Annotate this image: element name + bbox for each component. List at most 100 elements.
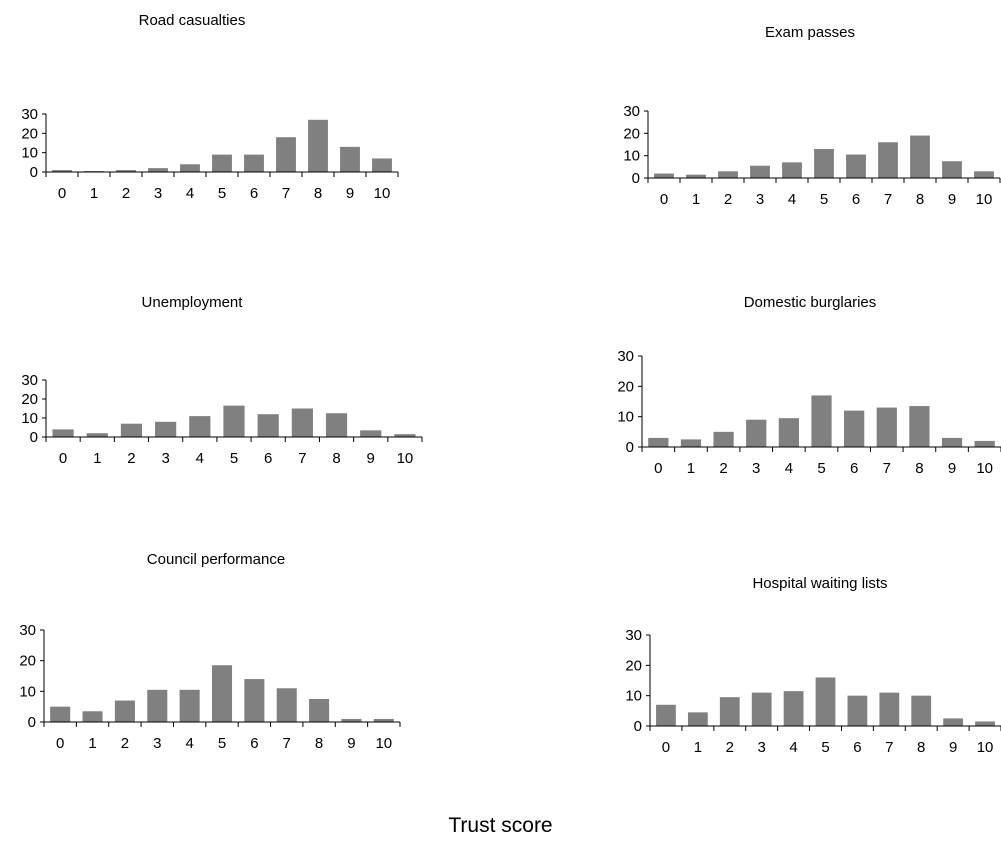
bar: [147, 689, 168, 722]
x-tick-label: 1: [88, 735, 96, 752]
chart-title: Council performance: [146, 551, 286, 568]
y-tick-label: 20: [617, 378, 634, 395]
x-tick-label: 5: [820, 191, 828, 208]
x-tick-label: 5: [218, 735, 226, 752]
x-tick-label: 7: [883, 460, 891, 477]
bar: [394, 434, 416, 437]
x-tick-label: 4: [789, 739, 797, 756]
x-tick-label: 2: [719, 460, 727, 477]
bar: [847, 695, 868, 726]
y-tick-label: 30: [617, 348, 634, 365]
bar: [120, 423, 143, 437]
x-tick-label: 3: [756, 191, 764, 208]
bar: [373, 718, 394, 722]
bar: [680, 439, 702, 447]
x-tick-label: 6: [264, 450, 272, 467]
bar: [975, 721, 995, 726]
bar: [778, 418, 799, 447]
y-tick-label: 30: [21, 372, 38, 389]
x-tick-label: 2: [122, 185, 130, 202]
x-tick-label: 9: [948, 460, 956, 477]
bar: [211, 665, 233, 722]
x-tick-label: 7: [282, 185, 290, 202]
x-tick-label: 10: [977, 739, 994, 756]
x-tick-label: 0: [59, 450, 67, 467]
bar-chart: 0 10 20 30 0 1 2 3 4 5 6 7 8 9 10: [21, 372, 423, 467]
bar-chart: 0 10 20 30 0 1 2 3 4 5 6 7 8 9 10: [617, 348, 1001, 477]
x-tick-label: 7: [298, 450, 306, 467]
bar-chart: 0 10 20 30 0 1 2 3 4 5 6 7 8 9 10: [21, 106, 399, 202]
bar: [82, 711, 103, 722]
bar: [654, 173, 674, 178]
bar: [844, 410, 865, 447]
bar: [212, 154, 232, 172]
y-tick-label: 20: [19, 653, 36, 670]
x-tick-label: 7: [884, 191, 892, 208]
bar: [719, 697, 740, 726]
bar: [718, 171, 738, 178]
bar-chart: 0 10 20 30 0 1 2 3 4 5 6 7 8 9 10: [623, 103, 1001, 208]
bar: [291, 408, 313, 437]
y-tick-label: 0: [634, 718, 642, 735]
bar: [180, 164, 200, 172]
bar: [52, 170, 72, 172]
chart-title: Domestic burglaries: [743, 294, 877, 311]
bar: [750, 165, 770, 178]
x-tick-label: 8: [915, 460, 923, 477]
bar: [687, 712, 708, 726]
bar: [814, 148, 834, 178]
x-tick-label: 10: [397, 450, 414, 467]
x-tick-label: 0: [58, 185, 66, 202]
chart-title: Unemployment: [141, 294, 243, 311]
bar: [309, 699, 330, 722]
x-tick-label: 3: [161, 450, 169, 467]
bar: [244, 679, 265, 722]
x-tick-label: 4: [196, 450, 204, 467]
bar: [244, 154, 264, 172]
bar: [911, 695, 932, 726]
bar: [114, 700, 135, 722]
bar: [942, 161, 962, 178]
x-tick-label: 9: [347, 735, 355, 752]
x-tick-label: 4: [788, 191, 796, 208]
x-tick-label: 1: [93, 450, 101, 467]
bar: [713, 431, 734, 447]
y-tick-label: 10: [623, 148, 640, 165]
bar: [189, 416, 211, 437]
bar: [257, 414, 279, 437]
bar: [910, 135, 930, 178]
bar: [746, 419, 767, 447]
x-tick-label: 10: [976, 191, 993, 208]
bar: [276, 137, 296, 172]
bar: [878, 142, 898, 178]
bar: [782, 162, 802, 178]
y-tick-label: 30: [21, 106, 38, 123]
x-tick-label: 7: [283, 735, 291, 752]
bar: [811, 395, 832, 447]
bar: [876, 407, 897, 447]
x-tick-label: 0: [662, 739, 670, 756]
chart-title: Road casualties: [138, 12, 246, 29]
bar: [815, 677, 836, 726]
y-tick-label: 30: [623, 103, 640, 120]
y-tick-label: 0: [30, 164, 38, 181]
x-tick-label: 8: [315, 735, 323, 752]
x-tick-label: 6: [250, 185, 258, 202]
bar: [943, 718, 964, 726]
x-tick-label: 4: [785, 460, 793, 477]
x-tick-label: 3: [154, 185, 162, 202]
y-tick-label: 20: [21, 391, 38, 408]
x-tick-label: 10: [375, 735, 392, 752]
x-tick-label: 6: [853, 739, 861, 756]
y-tick-label: 20: [625, 657, 642, 674]
bar: [155, 421, 177, 437]
x-tick-label: 2: [724, 191, 732, 208]
x-tick-label: 6: [250, 735, 258, 752]
bar: [846, 154, 866, 178]
y-tick-label: 30: [19, 622, 36, 639]
bar: [50, 706, 71, 722]
x-tick-label: 2: [726, 739, 734, 756]
x-tick-label: 1: [694, 739, 702, 756]
